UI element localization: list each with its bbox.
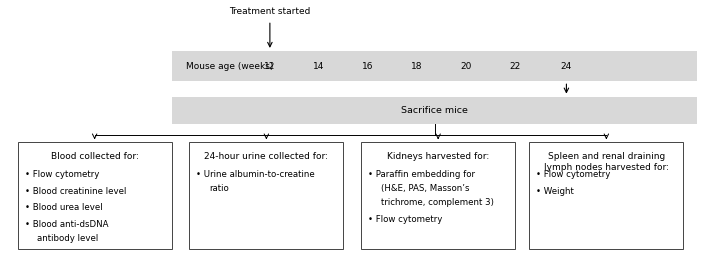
FancyBboxPatch shape bbox=[529, 142, 683, 249]
Bar bbox=[172, 51, 697, 81]
Text: 20: 20 bbox=[461, 61, 472, 71]
Text: ratio: ratio bbox=[209, 184, 229, 193]
Text: • Flow cytometry: • Flow cytometry bbox=[368, 215, 442, 224]
Text: 22: 22 bbox=[510, 61, 521, 71]
Text: • Blood creatinine level: • Blood creatinine level bbox=[25, 187, 126, 196]
Text: • Blood urea level: • Blood urea level bbox=[25, 203, 102, 212]
FancyBboxPatch shape bbox=[18, 142, 172, 249]
Text: • Urine albumin-to-creatine: • Urine albumin-to-creatine bbox=[196, 170, 315, 179]
Text: Treatment started: Treatment started bbox=[229, 7, 311, 16]
Text: 24: 24 bbox=[561, 61, 572, 71]
Text: • Flow cytometry: • Flow cytometry bbox=[25, 170, 99, 179]
Bar bbox=[172, 97, 697, 124]
Text: • Blood anti-dsDNA: • Blood anti-dsDNA bbox=[25, 220, 108, 229]
FancyBboxPatch shape bbox=[189, 142, 343, 249]
Text: 14: 14 bbox=[313, 61, 325, 71]
Text: antibody level: antibody level bbox=[37, 234, 98, 243]
Text: 12: 12 bbox=[264, 61, 275, 71]
Text: Mouse age (weeks): Mouse age (weeks) bbox=[186, 61, 273, 71]
Text: • Weight: • Weight bbox=[536, 187, 574, 196]
Text: • Paraffin embedding for: • Paraffin embedding for bbox=[368, 170, 475, 179]
FancyBboxPatch shape bbox=[361, 142, 515, 249]
Text: • Flow cytometry: • Flow cytometry bbox=[536, 170, 611, 179]
Text: 16: 16 bbox=[362, 61, 374, 71]
Text: 18: 18 bbox=[411, 61, 423, 71]
Text: (H&E, PAS, Masson’s: (H&E, PAS, Masson’s bbox=[381, 184, 469, 193]
Text: Sacrifice mice: Sacrifice mice bbox=[401, 106, 468, 115]
Text: 24-hour urine collected for:: 24-hour urine collected for: bbox=[205, 152, 328, 161]
Text: Kidneys harvested for:: Kidneys harvested for: bbox=[387, 152, 489, 161]
Text: Blood collected for:: Blood collected for: bbox=[50, 152, 139, 161]
Text: Spleen and renal draining
lymph nodes harvested for:: Spleen and renal draining lymph nodes ha… bbox=[544, 152, 669, 172]
Text: trichrome, complement 3): trichrome, complement 3) bbox=[381, 198, 494, 207]
